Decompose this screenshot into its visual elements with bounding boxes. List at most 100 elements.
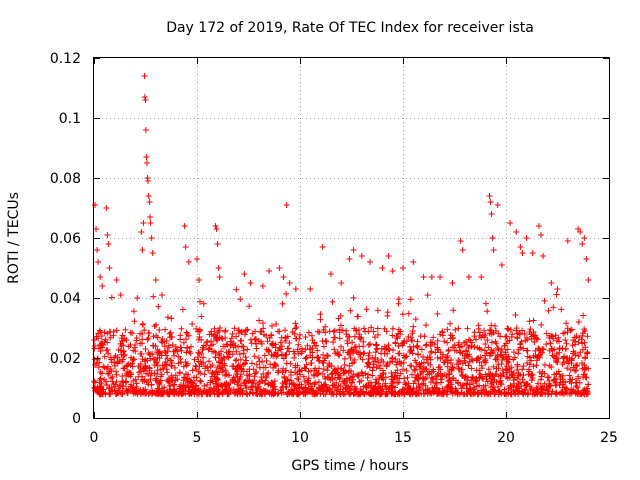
data-point — [368, 390, 375, 397]
data-point — [484, 308, 491, 315]
data-point — [441, 389, 448, 396]
data-point — [129, 330, 136, 337]
data-point — [125, 387, 132, 394]
data-point — [161, 362, 168, 369]
data-point — [447, 377, 454, 384]
data-point — [489, 235, 496, 241]
data-point — [572, 338, 579, 345]
data-point — [292, 286, 299, 292]
data-point — [395, 379, 402, 386]
data-point — [435, 388, 442, 395]
data-point — [194, 256, 200, 262]
data-point — [517, 379, 523, 386]
data-point — [162, 359, 169, 366]
data-point — [487, 199, 494, 205]
y-axis-label: ROTI / TECUs — [6, 192, 22, 284]
x-tick-labels: 0 5 10 15 20 25 — [90, 430, 618, 446]
data-point — [122, 378, 129, 385]
data-point — [389, 268, 396, 274]
data-point — [154, 346, 161, 353]
data-point — [504, 369, 511, 376]
data-point — [384, 309, 391, 316]
data-point — [142, 346, 149, 353]
data-point — [194, 354, 201, 361]
data-point — [105, 371, 112, 378]
data-point — [100, 386, 107, 393]
data-point — [227, 389, 234, 396]
data-point — [403, 353, 410, 360]
data-point — [277, 346, 284, 353]
data-point — [372, 349, 379, 356]
data-point — [367, 341, 374, 348]
data-point — [301, 389, 308, 396]
data-point — [320, 359, 327, 366]
data-point — [333, 387, 340, 394]
data-point — [246, 303, 253, 310]
data-point — [93, 333, 100, 340]
data-point — [579, 332, 586, 339]
data-point — [268, 332, 275, 339]
data-point — [563, 320, 570, 327]
data-point — [413, 363, 420, 370]
data-point — [501, 390, 508, 397]
data-point — [255, 354, 262, 361]
data-point — [398, 360, 405, 367]
y-tick-labels: 0 0.02 0.04 0.06 0.08 0.1 0.12 — [50, 51, 81, 427]
data-point — [356, 343, 363, 350]
data-point — [305, 368, 312, 375]
data-point — [389, 354, 396, 361]
data-point — [316, 329, 323, 336]
data-points — [91, 73, 592, 398]
data-point — [332, 350, 339, 357]
data-point — [454, 379, 461, 386]
data-point — [142, 127, 149, 133]
data-point — [137, 350, 144, 357]
data-point — [108, 294, 115, 301]
data-point — [241, 331, 248, 338]
data-point — [370, 364, 377, 371]
data-point — [390, 383, 397, 390]
data-point — [217, 355, 224, 362]
data-point — [379, 265, 386, 271]
data-point — [225, 351, 232, 358]
data-point — [329, 298, 336, 305]
data-point — [109, 374, 116, 381]
data-point — [540, 253, 547, 259]
data-point — [546, 362, 553, 369]
data-point — [363, 306, 370, 313]
data-point — [152, 277, 159, 283]
data-point — [166, 330, 173, 337]
data-point — [195, 336, 202, 343]
data-point — [346, 256, 353, 262]
data-point — [119, 332, 126, 339]
data-point — [215, 265, 222, 271]
data-point — [481, 347, 488, 354]
data-point — [548, 280, 555, 286]
data-point — [348, 346, 355, 353]
data-point — [284, 345, 291, 352]
data-point — [337, 388, 344, 395]
data-point — [140, 220, 147, 226]
data-point — [408, 362, 415, 369]
data-point — [336, 326, 343, 333]
data-point — [283, 360, 290, 367]
data-point — [538, 373, 545, 380]
data-point — [388, 373, 395, 380]
data-point — [92, 202, 99, 208]
data-point — [535, 223, 542, 229]
data-point — [136, 369, 143, 376]
data-point — [365, 359, 372, 366]
data-point — [397, 370, 404, 377]
data-point — [270, 352, 277, 359]
data-point — [584, 389, 591, 396]
data-point — [379, 374, 386, 381]
data-point — [314, 371, 321, 378]
data-point — [150, 333, 157, 340]
data-point — [122, 326, 129, 333]
data-point — [365, 371, 372, 378]
data-point — [519, 327, 526, 334]
data-point — [580, 387, 587, 394]
data-point — [257, 386, 264, 393]
data-point — [559, 389, 566, 396]
plot-frame — [93, 57, 610, 419]
